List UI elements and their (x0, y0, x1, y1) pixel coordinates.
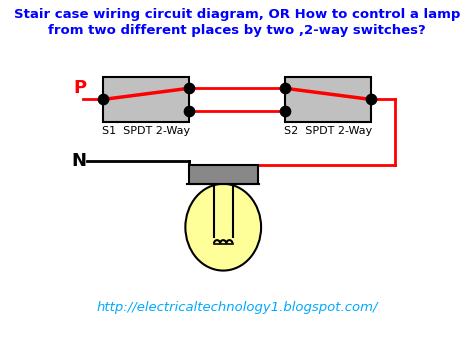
Bar (285, 77, 371, 122)
Bar (103, 77, 189, 122)
Point (99, 97, 107, 102)
Point (282, 108, 289, 113)
Point (282, 85, 289, 91)
Ellipse shape (185, 184, 261, 271)
Text: Stair case wiring circuit diagram, OR How to control a lamp: Stair case wiring circuit diagram, OR Ho… (14, 8, 460, 21)
Point (367, 97, 375, 102)
Text: P: P (73, 79, 87, 97)
Bar (147, 167, 299, 184)
Text: http://electricaltechnology1.blogspot.com/: http://electricaltechnology1.blogspot.co… (96, 301, 378, 314)
Point (185, 108, 192, 113)
Point (185, 85, 192, 91)
Bar (189, 165, 258, 184)
Text: from two different places by two ,2-way switches?: from two different places by two ,2-way … (48, 24, 426, 37)
Text: S1  SPDT 2-Way: S1 SPDT 2-Way (102, 126, 190, 136)
Text: S2  SPDT 2-Way: S2 SPDT 2-Way (284, 126, 373, 136)
Text: N: N (72, 152, 87, 170)
